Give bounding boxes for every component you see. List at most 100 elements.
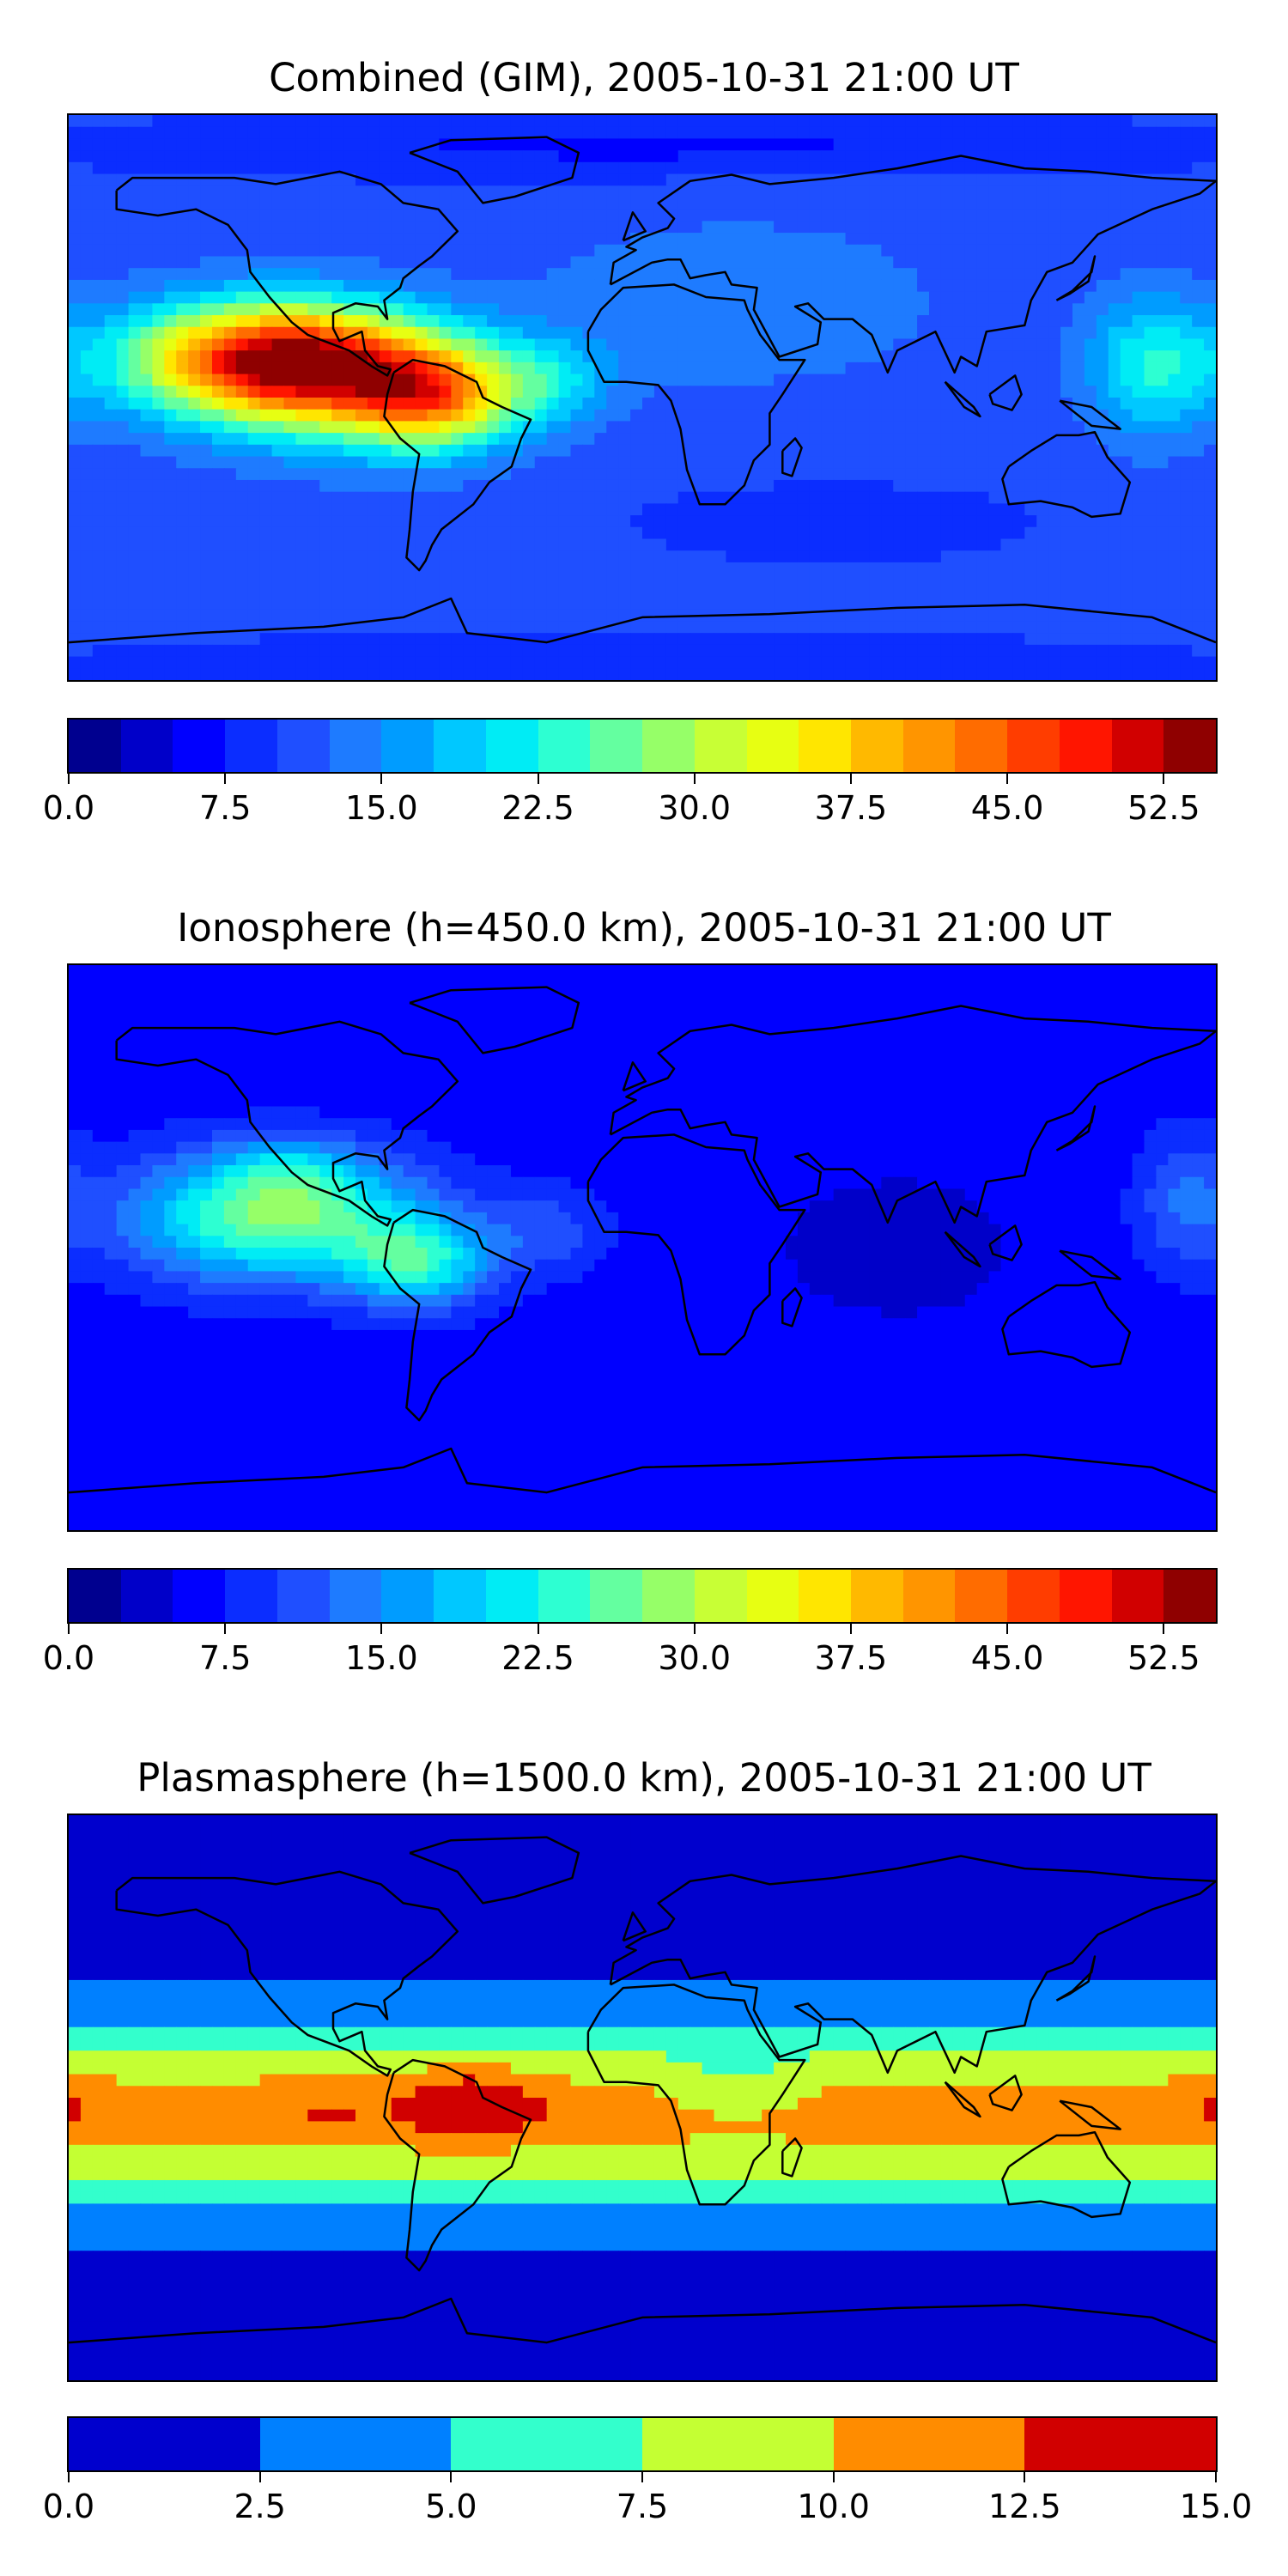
heat-cell [1192, 150, 1205, 163]
heat-cell [988, 633, 1002, 646]
heat-cell [857, 598, 871, 611]
heat-cell [821, 350, 835, 363]
heat-cell [594, 444, 607, 458]
heat-cell [212, 326, 225, 340]
heat-cell [534, 150, 548, 163]
heat-cell [188, 479, 201, 493]
heat-cell [69, 965, 82, 978]
heat-cell [499, 479, 512, 493]
heat-cell [940, 150, 954, 163]
heat-cell [343, 361, 356, 375]
heat-cell [833, 244, 847, 258]
heat-cell [427, 621, 440, 634]
heat-cell [929, 444, 942, 458]
heat-cell [964, 268, 978, 281]
heat-cell [152, 221, 165, 234]
heat-cell [522, 138, 536, 151]
heat-cell [1168, 965, 1181, 978]
heat-cell [331, 398, 344, 410]
heat-cell [379, 491, 392, 504]
heat-cell [128, 138, 142, 151]
heat-cell [558, 574, 572, 586]
heat-cell [1060, 550, 1073, 563]
heat-cell [451, 221, 464, 234]
heat-cell [1024, 126, 1037, 140]
heat-cell [104, 965, 118, 978]
heat-cell [1132, 668, 1145, 680]
heat-cell [809, 598, 823, 611]
heat-cell [534, 668, 548, 680]
heat-cell [200, 126, 213, 140]
heat-cell [881, 303, 894, 316]
heat-cell [750, 644, 762, 658]
heat-cell [905, 291, 918, 304]
heat-cell [905, 621, 918, 634]
heat-cell [1192, 515, 1205, 528]
heat-cell [188, 338, 201, 351]
heat-cell [188, 668, 201, 680]
heat-cell [917, 279, 930, 293]
heat-cell [295, 115, 308, 128]
heat-cell [247, 291, 261, 304]
heat-cell [821, 256, 835, 269]
heat-cell [1000, 126, 1014, 140]
heat-cell [1036, 233, 1049, 246]
heat-cell [976, 256, 990, 269]
heat-cell [964, 468, 978, 481]
heat-cell [774, 326, 787, 340]
heat-cell [223, 468, 237, 481]
heat-cell [355, 115, 368, 128]
heat-cell [964, 644, 978, 658]
heat-cell [331, 115, 344, 128]
heat-cell [331, 374, 344, 386]
heat-cell [223, 303, 237, 316]
heat-cell [391, 303, 404, 316]
heat-cell [116, 115, 130, 128]
heat-cell [1012, 268, 1025, 281]
heat-cell [1036, 644, 1049, 658]
heat-cell [1000, 644, 1014, 658]
heat-cell [152, 244, 165, 258]
heat-cell [1120, 574, 1133, 586]
heat-cell [582, 491, 595, 504]
heat-cell [905, 374, 918, 386]
heat-cell [1012, 656, 1025, 669]
heat-cell [1192, 409, 1205, 422]
heat-cell [833, 609, 847, 623]
heat-cell [391, 444, 404, 458]
heat-cell [140, 444, 154, 458]
heat-cell [714, 161, 727, 175]
heat-cell [69, 468, 82, 481]
heat-cell [1120, 233, 1133, 246]
heat-cell [140, 479, 154, 493]
heat-cell [558, 256, 572, 269]
heat-cell [988, 303, 1002, 316]
heat-cell [69, 303, 82, 316]
heat-cell [1132, 338, 1145, 351]
heat-cell [391, 315, 404, 328]
heat-cell [152, 644, 165, 658]
heat-cell [665, 444, 679, 458]
heat-cell [905, 644, 918, 658]
heat-cell [1000, 409, 1014, 422]
heat-cell [1036, 538, 1049, 551]
heat-cell [1156, 279, 1169, 293]
heat-cell [1108, 374, 1121, 386]
heat-cell [738, 126, 750, 140]
heat-cell [283, 1000, 297, 1013]
heat-cell [702, 503, 715, 516]
heat-cell [331, 586, 344, 598]
heat-cell [475, 503, 488, 516]
heat-cell [1204, 444, 1216, 458]
heat-cell [80, 479, 94, 493]
heat-cell [403, 221, 416, 234]
heat-cell [738, 386, 750, 398]
heat-cell [1048, 350, 1061, 363]
heat-cell [212, 233, 225, 246]
heat-cell [714, 491, 727, 504]
map-plot [67, 113, 1218, 682]
heat-cell [726, 209, 738, 222]
heat-cell [307, 456, 320, 469]
heat-cell [618, 633, 631, 646]
heat-cell [726, 526, 738, 540]
